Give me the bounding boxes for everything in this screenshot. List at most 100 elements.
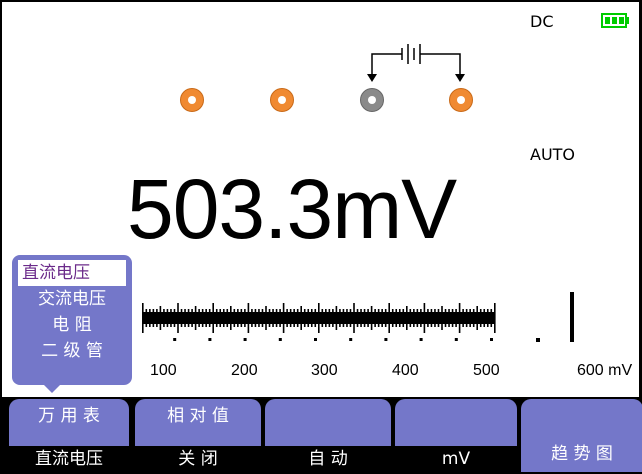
bar-graph-tick (374, 309, 376, 327)
scale-label: 600 mV (577, 362, 633, 379)
bar-graph-tick (310, 309, 313, 327)
bar-graph-marker (243, 338, 247, 341)
bar-graph-tick (328, 309, 331, 327)
bar-graph-tick (208, 309, 211, 327)
softkey-bar: 万 用 表 直流电压 相 对 值 关 闭 自 动 mV 趋 势 图 (1, 399, 642, 474)
bar-graph-tick (272, 309, 274, 327)
bar-graph-tick (205, 309, 207, 327)
bar-graph-tick (444, 309, 447, 327)
measurement-display: DC AUTO 503.3mV 100 (2, 2, 639, 397)
bar-graph-tick (391, 309, 394, 327)
bar-graph-marker (278, 338, 282, 341)
bar-graph-tick (448, 309, 450, 327)
battery-full-icon (601, 13, 629, 28)
bar-graph-tick (226, 309, 229, 327)
bar-graph-tick (342, 309, 345, 327)
softkey-title: 相 对 值 (167, 406, 229, 426)
common-jack-icon (360, 88, 384, 112)
bar-graph-tick (427, 309, 429, 327)
bar-graph-tick (303, 309, 306, 327)
bar-graph-tick (289, 309, 292, 327)
softkey-trend[interactable]: 趋 势 图 (521, 399, 642, 472)
bar-graph-tick (219, 309, 222, 327)
softkey-unit[interactable]: mV (395, 399, 517, 472)
bar-graph-tick (237, 309, 239, 327)
softkey-multimeter[interactable]: 万 用 表 直流电压 (9, 399, 129, 472)
auto-range-indicator: AUTO (530, 145, 576, 164)
submenu-item-resistance[interactable]: 电 阻 (52, 315, 92, 335)
bar-graph-tick (201, 309, 204, 327)
bar-graph-tick (293, 309, 295, 327)
bar-graph-dot (536, 338, 540, 342)
bar-graph-overrange-marker (570, 292, 574, 342)
bar-graph-tick (275, 309, 278, 327)
bar-graph-tick (339, 309, 341, 327)
softkey-title: 万 用 表 (38, 406, 100, 426)
bar-graph-tick (437, 309, 440, 327)
bar-graph-tick (395, 309, 398, 327)
bar-graph-tick (194, 306, 197, 330)
bar-graph-tick (184, 309, 186, 327)
bar-graph-tick (430, 309, 433, 327)
bar-graph-tick (469, 309, 471, 327)
softkey-value: 关 闭 (135, 446, 261, 472)
probe-jack-icon (180, 88, 204, 112)
bar-graph-tick (215, 309, 218, 327)
bar-graph-tick (314, 309, 317, 327)
bar-graph-tick (490, 309, 493, 327)
bar-graph-tick (177, 303, 179, 333)
bar-graph-tick (173, 309, 176, 327)
softkey-value: 直流电压 (9, 446, 129, 472)
bar-graph-tick (420, 309, 422, 327)
bar-graph-tick (458, 303, 461, 333)
bar-graph-tick (381, 309, 383, 327)
bar-graph-tick (300, 306, 302, 330)
bar-graph-tick (240, 309, 243, 327)
bar-graph-tick (483, 309, 486, 327)
coupling-indicator: DC (530, 12, 554, 31)
bar-graph-marker (490, 338, 493, 341)
bar-graph-tick (230, 306, 232, 330)
bar-graph-tick (145, 309, 148, 327)
submenu-item-dc-voltage[interactable]: 直流电压 (18, 260, 126, 286)
dc-voltage-connection-icon (367, 44, 465, 82)
bar-graph-tick (486, 309, 489, 327)
bar-graph-marker (208, 338, 212, 341)
bar-graph-tick (356, 309, 359, 327)
softkey-range[interactable]: 自 动 (265, 399, 391, 472)
bar-graph-tick (159, 306, 162, 330)
bar-graph-tick (321, 309, 324, 327)
scale-label: 400 (392, 362, 419, 379)
bar-graph-tick (170, 309, 172, 327)
bar-graph-tick (296, 309, 299, 327)
submenu-item-diode[interactable]: 二 级 管 (41, 341, 103, 361)
bar-graph-tick (251, 309, 253, 327)
bar-graph-tick (156, 309, 158, 327)
bar-graph-tick (388, 303, 390, 333)
submenu-item-ac-voltage[interactable]: 交流电压 (38, 289, 106, 309)
softkey-value: 自 动 (265, 446, 391, 472)
bar-graph-tick (423, 303, 426, 333)
bar-graph-tick (472, 309, 475, 327)
bar-graph-tick (398, 309, 401, 327)
bar-graph-tick (441, 306, 443, 330)
bar-graph-tick (370, 306, 373, 330)
bar-graph-tick (353, 303, 355, 333)
bar-graph-tick (346, 309, 348, 327)
bar-graph-marker (419, 338, 423, 341)
bar-graph-tick (163, 309, 165, 327)
analog-bar-graph (142, 303, 496, 341)
bar-graph-tick (406, 306, 408, 330)
bar-graph-tick (142, 303, 144, 333)
bar-graph-tick (265, 306, 267, 330)
bar-graph-tick (212, 303, 214, 333)
bar-graph-tick (247, 303, 250, 333)
bar-graph-marker (384, 338, 388, 341)
softkey-relative[interactable]: 相 对 值 关 闭 (135, 399, 261, 472)
bar-graph-tick (416, 309, 419, 327)
bar-graph-tick (318, 303, 320, 333)
bar-graph-tick (413, 309, 415, 327)
bar-graph-marker (454, 338, 458, 341)
bar-graph-tick (191, 309, 193, 327)
bar-graph-marker (349, 338, 353, 341)
